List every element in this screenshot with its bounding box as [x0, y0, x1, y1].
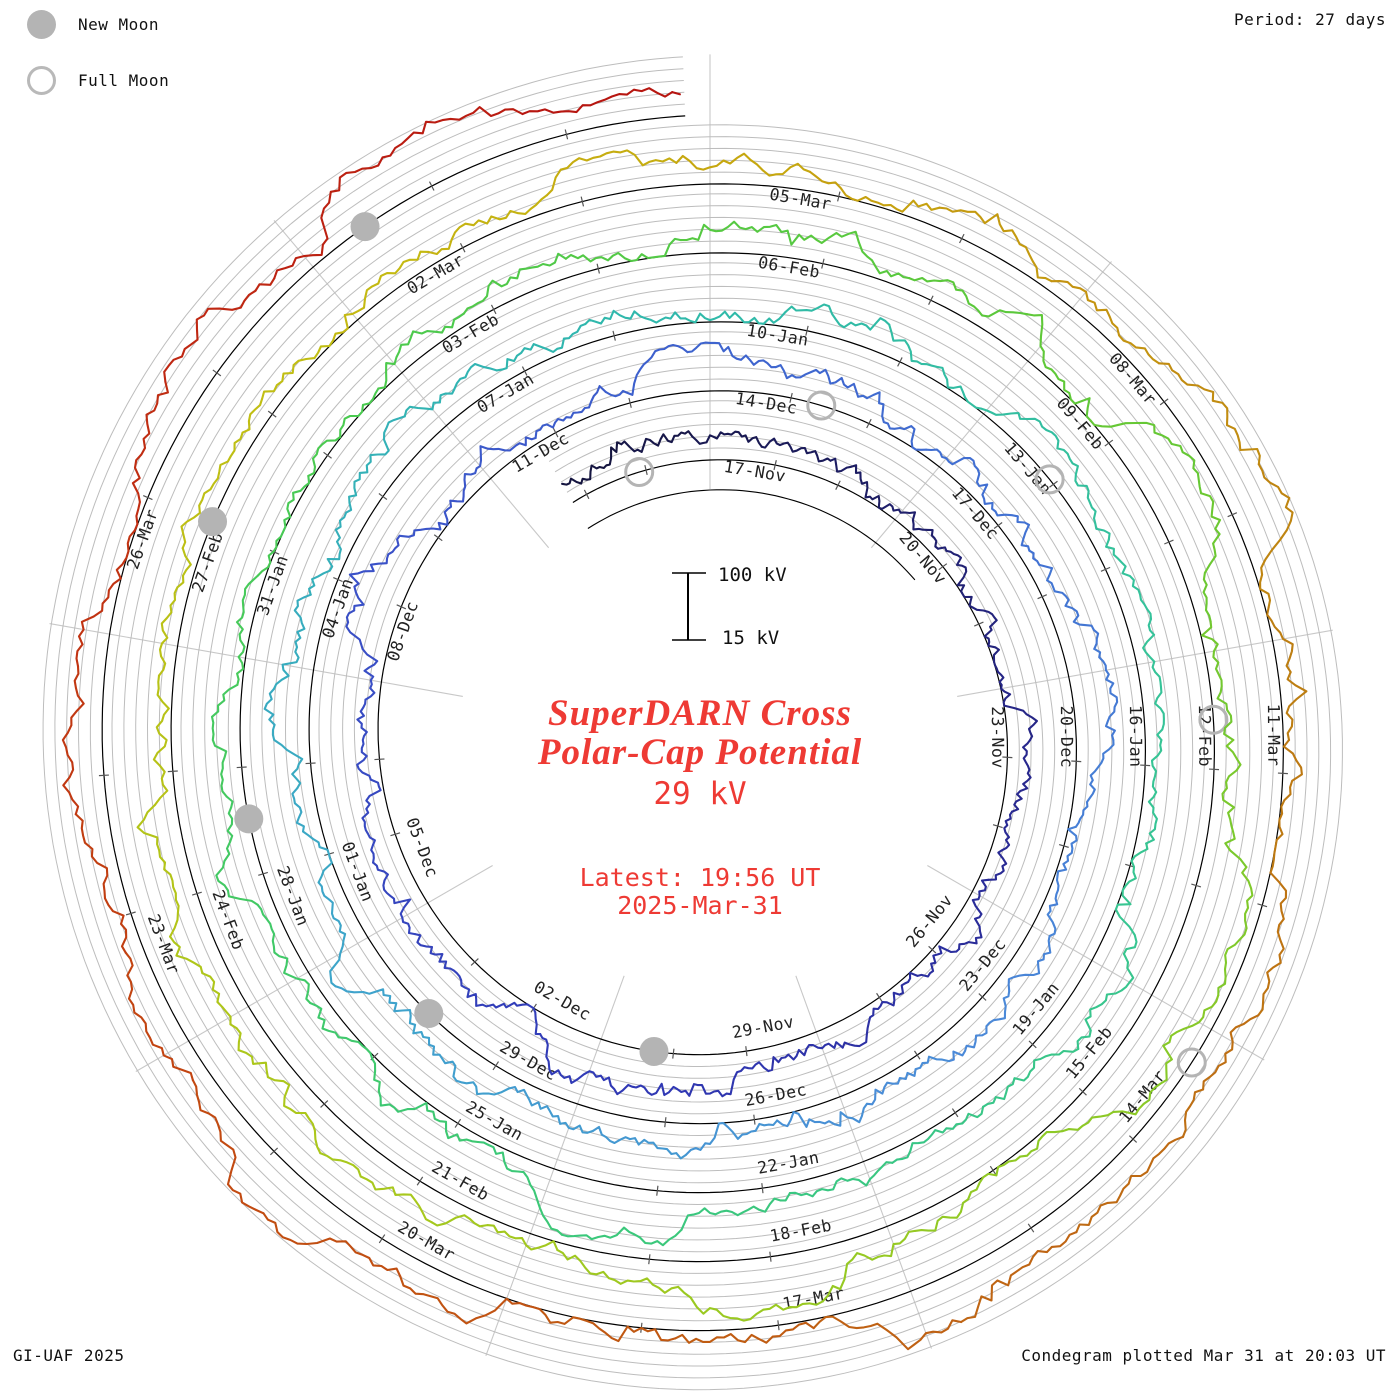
grid-baseline-spiral [101, 115, 1284, 1332]
spiral-date-label: 16-Jan [1126, 705, 1146, 768]
scalebar-min-label: 15 kV [722, 627, 780, 649]
spiral-date-label: 17-Dec [948, 483, 1003, 543]
credit-text: GI-UAF 2025 [13, 1346, 125, 1365]
chart-title-line2: Polar-Cap Potential [537, 732, 863, 773]
latest-timestamp: Latest: 19:56 UT 2025-Mar-31 [350, 864, 1050, 920]
moon-markers [198, 212, 1229, 1078]
spiral-date-label: 08-Dec [383, 598, 422, 663]
spiral-date-label: 05-Mar [768, 185, 833, 214]
spiral-date-label: 12-Feb [1195, 704, 1215, 767]
legend-new-moon: New Moon [20, 2, 280, 46]
plotted-timestamp: Condegram plotted Mar 31 at 20:03 UT [1021, 1346, 1386, 1365]
full-moon-marker [1198, 704, 1229, 735]
new-moon-marker [234, 804, 264, 834]
period-note: Period: 27 days [1234, 10, 1386, 29]
day-ticks [98, 129, 1288, 1333]
spiral-date-label: 23-Nov [988, 706, 1008, 769]
full-moon-marker [1176, 1047, 1207, 1078]
chart-title-line1: SuperDARN Cross [548, 693, 852, 734]
full-moon-label: Full Moon [78, 70, 170, 90]
spiral-date-label: 27-Feb [188, 529, 227, 594]
new-moon-marker [639, 1036, 669, 1066]
inner-boundary-arc [587, 489, 916, 581]
spiral-date-label: 02-Mar [404, 250, 468, 298]
spiral-date-label: 20-Nov [895, 528, 950, 588]
spiral-date-label: 03-Feb [439, 309, 503, 357]
new-moon-marker [414, 998, 444, 1028]
spiral-date-label: 09-Feb [1053, 394, 1108, 454]
spiral-date-label: 31-Jan [253, 552, 292, 617]
current-potential-value: 29 kV [653, 776, 747, 812]
full-moon-marker [1034, 464, 1065, 495]
full-moon-icon [27, 65, 56, 95]
scale-bar [672, 572, 706, 641]
spiral-date-label: 13-Jan [1000, 439, 1055, 499]
latest-date: 2025-Mar-31 [617, 891, 783, 920]
spiral-date-label: 11-Mar [1264, 704, 1284, 767]
spiral-date-label: 29-Nov [731, 1012, 796, 1042]
legend-full-moon: Full Moon [20, 58, 280, 102]
full-moon-marker [624, 457, 655, 488]
spiral-date-label: 02-Dec [530, 977, 594, 1024]
spiral-date-label: 11-Dec [509, 428, 573, 476]
moon-legend: New Moon Full Moon [20, 2, 280, 114]
new-moon-icon [27, 9, 56, 39]
grid-value-lines [42, 56, 1343, 1391]
new-moon-marker [350, 212, 380, 242]
spiral-date-label: 20-Dec [1057, 705, 1077, 768]
spiral-date-label: 17-Nov [722, 457, 787, 486]
spiral-date-label: 04-Jan [318, 575, 357, 640]
potential-trace [61, 87, 1308, 1351]
new-moon-marker [198, 507, 228, 537]
chart-title: SuperDARN Cross Polar-Cap Potential [350, 694, 1050, 772]
scalebar-max-label: 100 kV [718, 564, 787, 586]
new-moon-label: New Moon [78, 14, 160, 34]
spiral-date-label: 07-Jan [474, 369, 538, 417]
latest-time: Latest: 19:56 UT [579, 863, 821, 892]
full-moon-marker [806, 390, 837, 421]
spiral-date-label: 06-Feb [757, 253, 822, 282]
